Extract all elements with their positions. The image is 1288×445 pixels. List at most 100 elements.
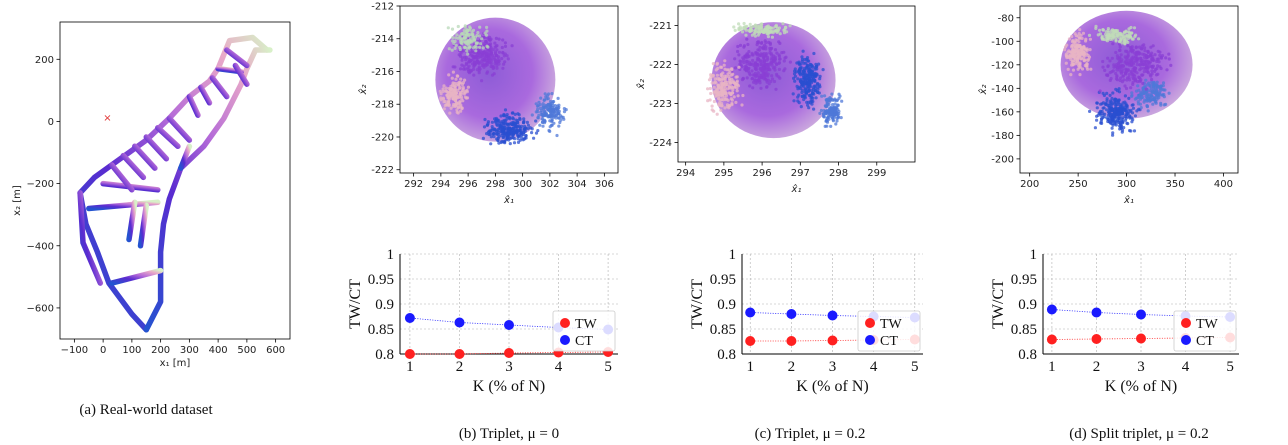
c-scatter-point — [754, 78, 758, 83]
c-scatter-point — [744, 33, 748, 37]
b-scatter-point — [503, 121, 507, 125]
d-scatter-point — [1113, 119, 1117, 123]
b-scatter-point — [481, 53, 485, 57]
c-scatter-point — [715, 73, 720, 77]
c-scatter-point — [712, 91, 716, 95]
c-scatter-point — [752, 80, 756, 84]
d-scatter-point — [1126, 122, 1130, 126]
d-scatter-point — [1130, 111, 1135, 115]
c-scatter-point — [754, 81, 758, 85]
c-scatter-point — [800, 83, 804, 87]
c-scatter-point — [761, 45, 765, 49]
b-scatter-point — [517, 134, 521, 138]
d-line-series-tw-point — [1136, 333, 1146, 344]
c-scatter-point — [714, 81, 718, 85]
d-line-ytick-label: 0.85 — [1011, 322, 1037, 338]
b-scatter-point — [495, 66, 499, 70]
c-scatter-point — [831, 116, 835, 120]
b-scatter-ylabel: x̂₂ — [357, 85, 369, 96]
d-scatter-point — [1121, 116, 1125, 120]
d-scatter-point — [1146, 92, 1150, 96]
d-scatter-point — [1146, 96, 1150, 100]
b-line-series-tw-point — [404, 349, 415, 359]
c-scatter-point — [756, 64, 760, 68]
d-scatter-point — [1134, 96, 1139, 100]
b-scatter-point — [460, 58, 464, 62]
d-scatter-point — [1118, 78, 1122, 83]
d-scatter-point — [1164, 56, 1168, 60]
c-scatter-point — [781, 22, 785, 26]
b-scatter-point — [493, 117, 497, 121]
b-scatter-point — [462, 29, 466, 33]
b-scatter-point — [506, 57, 510, 61]
c-scatter-point — [782, 31, 787, 35]
a-road-segment — [77, 34, 270, 333]
a-road-segment — [77, 190, 104, 286]
d-scatter-point — [1116, 106, 1120, 111]
d-scatter-point — [1148, 84, 1152, 88]
d-line-series-ct-point — [1136, 309, 1146, 320]
c-scatter-xtick-label: 299 — [867, 168, 886, 179]
b-scatter-point — [514, 118, 518, 122]
d-scatter-point — [1119, 124, 1124, 128]
b-scatter-point — [469, 40, 473, 44]
b-scatter-point — [491, 66, 495, 70]
c-scatter-point — [754, 68, 759, 72]
d-scatter-point — [1143, 59, 1147, 63]
c-scatter-point — [757, 48, 762, 52]
b-scatter-point — [450, 76, 454, 80]
d-scatter-point — [1148, 61, 1152, 65]
d-scatter-point — [1159, 56, 1164, 60]
b-line-xtick-label: 5 — [604, 359, 612, 375]
b-scatter-point — [523, 136, 527, 140]
d-scatter-point — [1119, 71, 1123, 75]
b-scatter-point — [445, 103, 449, 107]
b-scatter-point — [441, 87, 445, 91]
c-scatter-point — [741, 93, 745, 98]
c-scatter-point — [803, 87, 808, 91]
b-scatter-point — [562, 117, 566, 121]
d-line-ytick-label: 1 — [1030, 247, 1038, 263]
b-line-series-tw-point — [504, 348, 514, 358]
c-line-xtick-label: 4 — [870, 359, 878, 375]
b-scatter-point — [550, 111, 554, 115]
d-scatter-point — [1125, 115, 1129, 119]
c-scatter-point — [765, 32, 769, 36]
b-scatter-point — [475, 68, 479, 72]
b-scatter-ytick-label: -212 — [371, 2, 394, 13]
c-scatter-point — [712, 99, 717, 104]
d-scatter-point — [1101, 65, 1105, 69]
d-scatter-point — [1118, 127, 1122, 131]
b-scatter-point — [536, 110, 540, 114]
d-scatter-point — [1146, 109, 1150, 113]
d-scatter-point — [1160, 93, 1165, 97]
c-scatter-point — [762, 75, 766, 79]
b-scatter-point — [522, 117, 526, 121]
d-scatter-point — [1075, 47, 1079, 51]
d-scatter-point — [1150, 51, 1154, 55]
b-scatter-point — [513, 112, 517, 116]
c-scatter-point — [839, 116, 843, 120]
c-scatter-point — [811, 96, 815, 100]
b-scatter-point — [480, 50, 484, 55]
b-scatter-point — [538, 123, 542, 127]
b-scatter-point — [454, 43, 458, 48]
c-scatter-point — [831, 103, 835, 107]
c-scatter-point — [758, 81, 762, 85]
b-scatter-point — [562, 107, 567, 111]
b-scatter-point — [494, 44, 498, 48]
b-scatter-point — [485, 70, 490, 74]
d-scatter-point — [1131, 106, 1136, 110]
c-scatter-point — [816, 90, 820, 94]
d-scatter-point — [1083, 63, 1087, 68]
c-scatter-point — [823, 104, 827, 108]
b-scatter-point — [463, 25, 467, 29]
c-scatter-point — [822, 115, 826, 119]
c-scatter-point — [727, 68, 731, 72]
c-scatter-point — [748, 29, 753, 33]
b-scatter-point — [446, 95, 450, 99]
d-scatter-point — [1139, 56, 1143, 61]
c-line-ytick-label: 0.9 — [717, 297, 736, 313]
d-scatter-point — [1130, 91, 1134, 95]
a-road-segment — [155, 124, 181, 150]
